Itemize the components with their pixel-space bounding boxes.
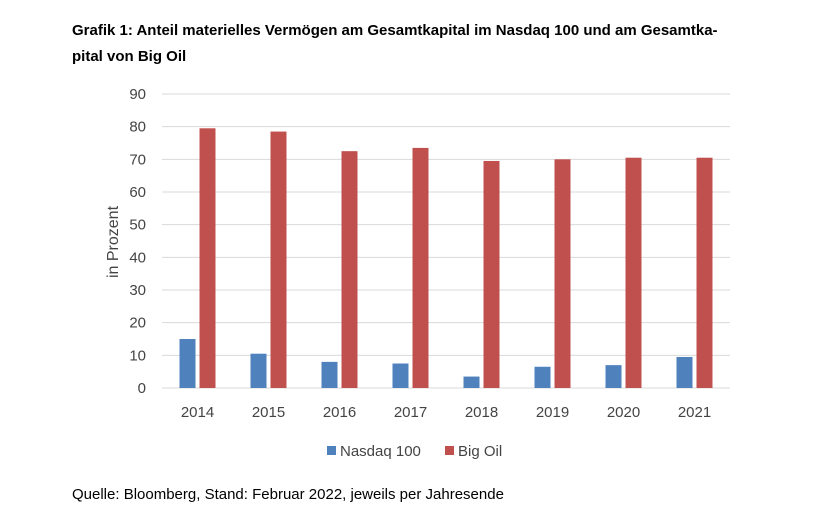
- bar-big-oil-2019: [554, 159, 571, 388]
- y-tick-label: 10: [129, 347, 146, 364]
- gridlines: [162, 93, 730, 389]
- x-tick-label: 2014: [181, 404, 214, 421]
- bar-big-oil-2018: [483, 160, 500, 388]
- bar-nasdaq-100-2021: [676, 356, 693, 388]
- legend-swatch-nasdaq-100: [327, 446, 336, 455]
- x-tick-label: 2015: [252, 404, 285, 421]
- y-axis-label: in Prozent: [105, 205, 122, 278]
- y-tick-label: 30: [129, 282, 146, 299]
- bar-nasdaq-100-2020: [605, 365, 622, 388]
- bar-big-oil-2021: [696, 157, 713, 388]
- source-note: Quelle: Bloomberg, Stand: Februar 2022, …: [72, 486, 504, 503]
- chart-title-line-2: pital von Big Oil: [72, 48, 187, 65]
- y-tick-label: 50: [129, 217, 146, 234]
- x-axis-ticks: 2014 2015 2016 2017 2018 2019 2020 2021: [181, 404, 711, 421]
- bar-nasdaq-100-2018: [463, 376, 480, 388]
- y-tick-label: 60: [129, 184, 146, 201]
- x-tick-label: 2019: [536, 404, 569, 421]
- y-tick-label: 70: [129, 151, 146, 168]
- bar-nasdaq-100-2015: [250, 353, 267, 388]
- bar-big-oil-2016: [341, 151, 358, 388]
- chart-title: Grafik 1: Anteil materielles Vermögen am…: [72, 18, 772, 70]
- bar-big-oil-2014: [199, 128, 216, 389]
- bar-big-oil-2015: [270, 131, 287, 389]
- legend: Nasdaq 100 Big Oil: [327, 443, 502, 460]
- bar-nasdaq-100-2017: [392, 363, 409, 388]
- bar-nasdaq-100-2014: [179, 339, 196, 388]
- x-tick-label: 2016: [323, 404, 356, 421]
- bar-chart: 0 10 20 30 40 50 60 70 80 90 2014 2015 2016 2017 2018…: [105, 86, 730, 460]
- bar-nasdaq-100-2019: [534, 366, 551, 388]
- legend-swatch-big-oil: [445, 446, 454, 455]
- y-tick-label: 80: [129, 119, 146, 136]
- y-axis-ticks: 0 10 20 30 40 50 60 70 80 90: [129, 86, 146, 397]
- legend-label-nasdaq-100: Nasdaq 100: [340, 443, 421, 460]
- chart-title-line-1: Grafik 1: Anteil materielles Vermögen am…: [72, 22, 718, 39]
- bar-nasdaq-100-2016: [321, 361, 338, 388]
- y-tick-label: 20: [129, 315, 146, 332]
- bar-big-oil-2020: [625, 157, 642, 388]
- x-tick-label: 2018: [465, 404, 498, 421]
- y-tick-label: 90: [129, 86, 146, 103]
- legend-label-big-oil: Big Oil: [458, 443, 502, 460]
- x-tick-label: 2021: [678, 404, 711, 421]
- bars: [179, 128, 713, 389]
- x-tick-label: 2020: [607, 404, 640, 421]
- y-tick-label: 0: [138, 380, 146, 397]
- x-tick-label: 2017: [394, 404, 427, 421]
- y-tick-label: 40: [129, 249, 146, 266]
- bar-big-oil-2017: [412, 147, 429, 388]
